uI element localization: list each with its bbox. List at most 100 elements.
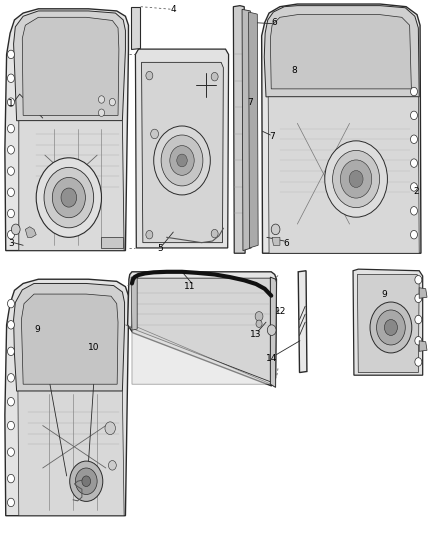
Text: 4: 4 (170, 5, 176, 14)
Polygon shape (268, 97, 419, 253)
Circle shape (82, 476, 91, 487)
Circle shape (211, 229, 218, 238)
Polygon shape (272, 237, 280, 245)
Circle shape (7, 474, 14, 483)
Circle shape (7, 448, 14, 456)
Circle shape (61, 188, 77, 207)
Circle shape (410, 207, 417, 215)
Text: 6: 6 (272, 18, 278, 27)
Polygon shape (18, 391, 124, 516)
Circle shape (70, 461, 103, 502)
Text: 14: 14 (266, 354, 278, 364)
Polygon shape (270, 14, 411, 89)
Circle shape (211, 72, 218, 81)
Polygon shape (25, 227, 36, 237)
Circle shape (7, 146, 14, 154)
Polygon shape (5, 9, 128, 251)
Text: 2: 2 (413, 187, 419, 196)
Text: 7: 7 (247, 98, 253, 107)
Circle shape (415, 336, 422, 345)
Circle shape (146, 71, 153, 80)
Polygon shape (22, 17, 119, 115)
Polygon shape (14, 284, 124, 391)
Circle shape (110, 99, 116, 106)
Circle shape (99, 109, 105, 116)
Circle shape (7, 230, 14, 239)
Circle shape (415, 294, 422, 303)
Polygon shape (141, 62, 223, 243)
Circle shape (7, 188, 14, 197)
Circle shape (7, 320, 14, 329)
Polygon shape (135, 49, 229, 248)
Text: 8: 8 (291, 66, 297, 75)
Circle shape (7, 74, 14, 83)
Circle shape (370, 302, 412, 353)
Text: 12: 12 (275, 306, 286, 316)
Circle shape (332, 150, 380, 208)
Circle shape (109, 461, 116, 470)
Circle shape (7, 398, 14, 406)
Polygon shape (132, 278, 271, 382)
Circle shape (7, 167, 14, 175)
Polygon shape (261, 4, 421, 253)
Circle shape (410, 230, 417, 239)
Circle shape (410, 87, 417, 96)
Polygon shape (242, 10, 251, 251)
Circle shape (7, 300, 14, 308)
Polygon shape (132, 325, 271, 384)
Text: 3: 3 (8, 239, 14, 248)
Circle shape (271, 224, 280, 235)
Text: 9: 9 (381, 289, 387, 298)
Circle shape (7, 347, 14, 356)
Circle shape (377, 310, 405, 345)
Circle shape (415, 316, 422, 324)
Circle shape (44, 167, 94, 228)
Text: 7: 7 (269, 132, 275, 141)
Polygon shape (5, 279, 128, 516)
Circle shape (410, 159, 417, 167)
Polygon shape (249, 12, 258, 248)
Polygon shape (419, 341, 427, 351)
Circle shape (7, 98, 14, 107)
Circle shape (146, 230, 153, 239)
Circle shape (7, 124, 14, 133)
Text: 10: 10 (88, 343, 99, 352)
Circle shape (105, 422, 116, 434)
Polygon shape (131, 277, 137, 330)
Polygon shape (357, 274, 419, 373)
Circle shape (7, 50, 14, 59)
Circle shape (52, 177, 85, 217)
Circle shape (385, 319, 397, 335)
Circle shape (36, 158, 102, 237)
Polygon shape (102, 237, 123, 248)
Text: 5: 5 (157, 244, 163, 253)
Circle shape (7, 209, 14, 217)
Circle shape (154, 126, 210, 195)
Polygon shape (19, 120, 124, 251)
Circle shape (267, 325, 276, 335)
Circle shape (99, 96, 105, 103)
Polygon shape (21, 294, 118, 384)
Circle shape (410, 111, 417, 119)
Circle shape (256, 320, 262, 327)
Circle shape (177, 154, 187, 167)
Circle shape (349, 171, 363, 188)
Circle shape (7, 498, 14, 507)
Circle shape (415, 276, 422, 284)
Text: 11: 11 (184, 282, 195, 291)
Polygon shape (14, 11, 125, 120)
Circle shape (161, 135, 203, 186)
Circle shape (170, 146, 194, 175)
Polygon shape (419, 288, 427, 298)
Text: 9: 9 (34, 325, 40, 334)
Circle shape (410, 183, 417, 191)
Polygon shape (233, 6, 245, 253)
Circle shape (7, 421, 14, 430)
Text: 13: 13 (250, 330, 261, 339)
Circle shape (7, 374, 14, 382)
Polygon shape (353, 269, 423, 375)
Circle shape (325, 141, 388, 217)
Circle shape (410, 135, 417, 143)
Polygon shape (127, 272, 276, 386)
Polygon shape (298, 271, 307, 373)
